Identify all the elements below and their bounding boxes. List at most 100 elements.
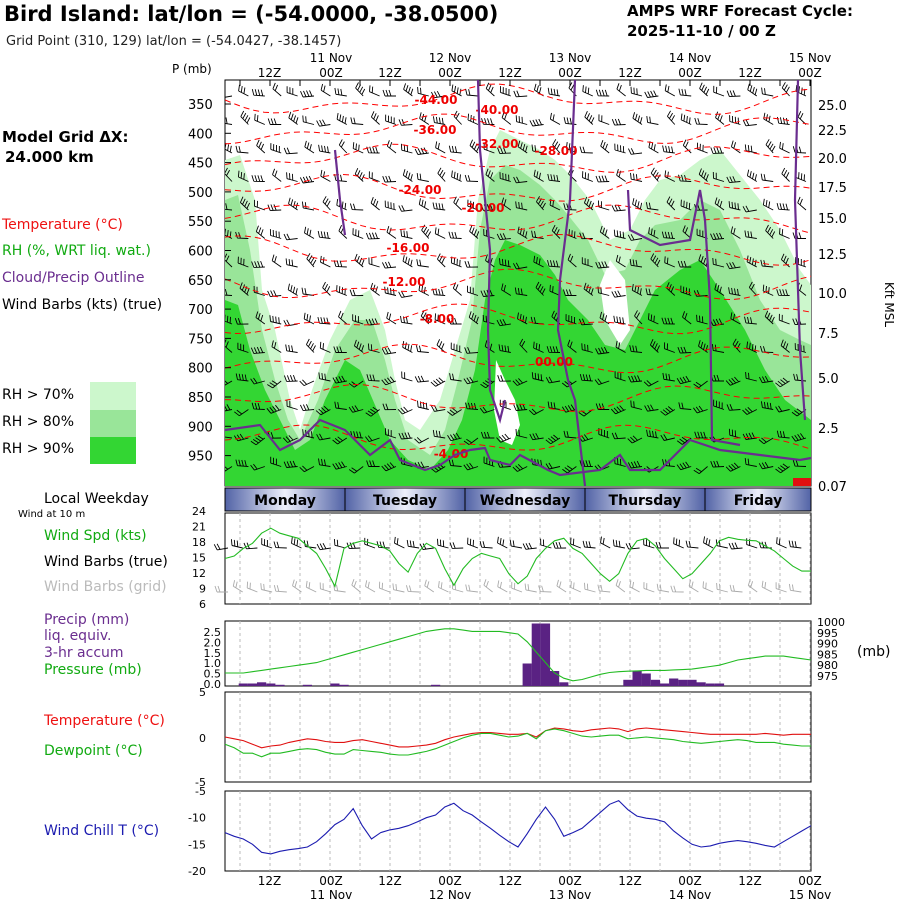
grid-point-label: Grid Point (310, 129) lat/lon = (-54.042… <box>6 34 342 49</box>
wind-barb <box>416 173 429 182</box>
wind-barb <box>381 261 397 269</box>
wind-barb <box>632 112 643 125</box>
top-hour-tick: 00Z <box>558 66 582 80</box>
wind-barb <box>597 584 611 593</box>
precip-bar <box>522 663 532 686</box>
wind-barb <box>760 401 774 410</box>
wind-barb <box>775 463 790 474</box>
wind-barb <box>728 287 741 296</box>
model-grid-value: 24.000 km <box>5 148 94 166</box>
wind-barb <box>595 89 610 97</box>
bottom-hour-tick: 00Z <box>678 874 702 888</box>
wind-barb <box>797 196 807 211</box>
wind-y-tick: 9 <box>199 583 206 596</box>
wind-barb <box>352 314 364 325</box>
wind-barb <box>714 197 725 211</box>
wind-barb <box>662 459 675 467</box>
top-hour-tick: 00Z <box>319 66 343 80</box>
wind-barb <box>627 234 643 241</box>
wind-barb <box>781 167 790 182</box>
wind-barb <box>567 339 577 353</box>
wind-barb <box>546 346 561 353</box>
wind-barb <box>538 585 552 593</box>
wind-barb <box>334 87 347 97</box>
wind-barb <box>465 402 479 410</box>
cloud-outline-3 <box>556 80 587 486</box>
wind-barb <box>256 139 266 154</box>
wind-barb <box>319 582 332 593</box>
wind-barb <box>775 377 790 388</box>
pressure-tick: 400 <box>188 127 213 142</box>
pressure-label: Pressure (mb) <box>44 662 142 678</box>
wind-barb <box>775 582 787 593</box>
wind-barb <box>469 139 480 154</box>
wind-barb <box>581 343 593 353</box>
legend-temperature: Temperature (°C) <box>2 217 123 233</box>
kft-tick: 22.5 <box>818 124 847 139</box>
wind-barb <box>551 224 561 239</box>
wind-barb <box>291 537 302 549</box>
wind-barb <box>616 83 626 97</box>
wind-barb <box>338 139 348 154</box>
wind-barb <box>354 253 365 268</box>
wind-barb <box>246 581 258 593</box>
wind-barb <box>338 310 348 325</box>
wind-barb <box>402 255 413 268</box>
wind-barb <box>677 346 692 354</box>
wind-barb <box>420 310 431 325</box>
wind-barb <box>643 538 655 549</box>
wind-barb <box>250 377 265 385</box>
wind-barb <box>483 456 495 467</box>
wind-barb <box>232 580 243 593</box>
wind-barb <box>776 537 787 549</box>
wind-barb <box>513 262 528 270</box>
wind-barb <box>655 541 669 549</box>
wind-barb <box>306 338 316 353</box>
wind-speed-panel: 24 21 18 15 12 9 6 <box>192 505 812 611</box>
wind-barb <box>365 580 376 593</box>
wind-barb <box>251 175 265 182</box>
wind-barb <box>267 118 282 125</box>
wind-barb <box>267 380 282 389</box>
wind-barb <box>688 579 699 593</box>
kft-tick: 20.0 <box>818 152 847 167</box>
wind-barb <box>627 435 643 444</box>
wind-barb <box>234 318 249 325</box>
wind-barb <box>350 117 364 125</box>
wind-barb <box>685 540 699 549</box>
wind-barb <box>744 458 757 467</box>
wind-barb <box>483 579 493 593</box>
precip-bar <box>275 684 285 687</box>
wind-barb <box>435 141 446 154</box>
wind-barb <box>365 435 380 443</box>
wind-barb <box>643 582 655 593</box>
wind-barb <box>419 543 434 550</box>
weekday-bar: Monday Tuesday Wednesday Thursday Friday <box>224 487 812 512</box>
bottom-date-tick: 14 Nov <box>669 888 712 900</box>
wind-barb <box>447 432 462 442</box>
bottom-hour-tick: 12Z <box>618 874 642 888</box>
wind-barb <box>742 205 757 213</box>
wind-barb <box>758 541 772 549</box>
temperature-contour <box>225 268 811 301</box>
wind-barb <box>517 140 528 154</box>
wind-barb <box>286 86 298 97</box>
wind-y-tick: 21 <box>192 521 206 534</box>
cloud-outline <box>225 418 811 477</box>
temperature-label: -36.00 <box>414 123 457 137</box>
wind-barb <box>499 86 511 97</box>
wind-barb <box>225 203 233 211</box>
wind-barb <box>405 585 420 593</box>
wind-barb <box>225 253 233 268</box>
wind-barb <box>524 583 537 593</box>
wind-barb <box>781 82 790 97</box>
rh90-region <box>225 240 811 486</box>
wind-barb <box>694 431 708 439</box>
wind-barb <box>225 436 233 439</box>
wind-barb <box>600 536 611 549</box>
wind-barb <box>579 146 593 154</box>
precip-bar <box>339 684 349 687</box>
wind-barb <box>424 579 435 593</box>
wind-barb <box>615 340 626 353</box>
